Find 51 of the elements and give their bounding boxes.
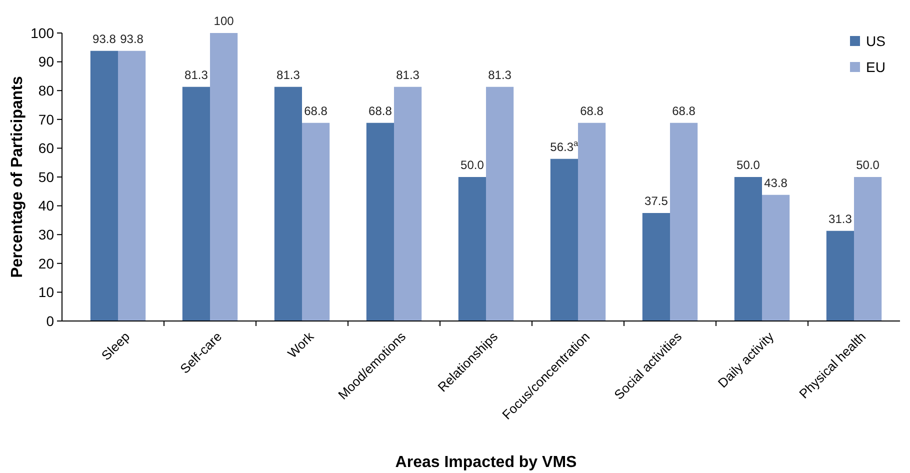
y-tick-label: 30	[38, 226, 54, 242]
legend-label: EU	[866, 58, 886, 75]
legend-label: US	[866, 32, 886, 49]
data-label: 68.8	[580, 104, 604, 118]
data-label: 81.3	[396, 68, 420, 82]
data-label: 68.8	[672, 104, 696, 118]
bar	[210, 33, 238, 321]
y-tick-label: 80	[38, 82, 54, 98]
y-tick-label: 90	[38, 54, 54, 70]
bar	[670, 122, 698, 321]
bar	[550, 158, 578, 321]
bar	[642, 213, 670, 321]
bar	[486, 86, 514, 321]
bar	[578, 122, 606, 321]
data-label: 37.5	[644, 194, 668, 208]
data-label: 50.0	[736, 158, 760, 172]
y-tick-label: 0	[46, 312, 54, 329]
x-axis-title: Areas Impacted by VMS	[395, 454, 578, 471]
data-label: 31.3	[828, 212, 852, 226]
data-label: 100	[214, 14, 234, 28]
data-label: 81.3	[488, 68, 512, 82]
bar	[182, 86, 210, 321]
data-label: 68.8	[368, 104, 392, 118]
bar	[854, 177, 882, 321]
bar	[458, 177, 486, 321]
bar	[366, 122, 394, 321]
data-label: 50.0	[856, 158, 880, 172]
y-tick-label: 50	[38, 168, 54, 185]
bar	[118, 50, 146, 321]
data-label: 43.8	[764, 176, 788, 190]
y-tick-label: 40	[38, 198, 54, 214]
bar	[762, 194, 790, 321]
data-label: 56.3$^{a}$	[550, 138, 579, 154]
bar	[734, 177, 762, 321]
y-tick-label: 70	[38, 111, 54, 128]
bar	[826, 230, 854, 321]
data-label: 93.8	[120, 32, 144, 46]
bar	[394, 86, 422, 321]
data-label: 81.3	[276, 68, 300, 82]
data-label: 68.8	[304, 104, 328, 118]
y-tick-label: 60	[38, 140, 54, 156]
y-tick-label: 100	[30, 24, 54, 41]
y-tick-label: 10	[38, 284, 54, 300]
y-tick-label: 20	[38, 255, 54, 272]
bar	[90, 50, 118, 321]
data-label: 50.0	[460, 158, 484, 172]
bar	[274, 86, 302, 321]
y-axis-title: Percentage of Participants	[9, 76, 26, 278]
bar	[302, 122, 330, 321]
data-label: 93.8	[92, 32, 116, 46]
data-label: 81.3	[184, 68, 208, 82]
